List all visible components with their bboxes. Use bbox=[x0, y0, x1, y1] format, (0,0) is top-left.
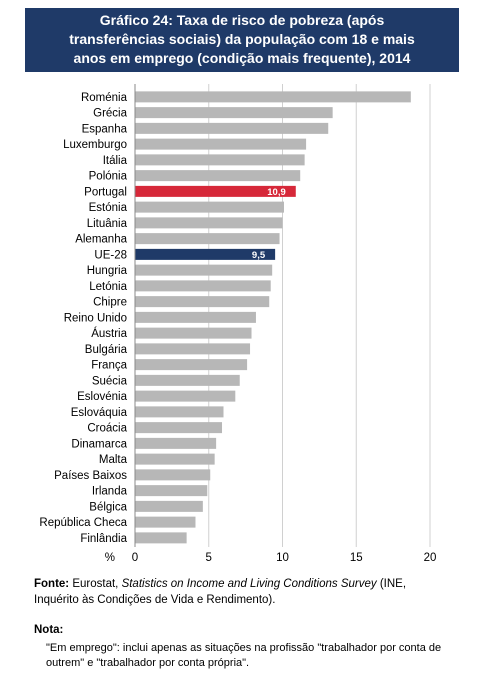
data-label-10: 9,5 bbox=[252, 250, 266, 261]
bar-4 bbox=[135, 154, 305, 166]
category-label-3: Luxemburgo bbox=[63, 139, 127, 151]
bar-22 bbox=[135, 437, 217, 449]
bar-1 bbox=[135, 107, 333, 119]
bar-3 bbox=[135, 138, 307, 150]
bar-23 bbox=[135, 453, 215, 465]
source-label: Fonte: bbox=[34, 578, 70, 590]
chart-title-line-2: transferências sociais) da população com… bbox=[69, 31, 415, 47]
note-title: Nota: bbox=[34, 624, 64, 636]
bar-11 bbox=[135, 264, 273, 276]
category-label-8: Lituânia bbox=[87, 218, 128, 230]
bar-7 bbox=[135, 201, 284, 213]
source-text-after: (INE, Inquérito às Condições de Vida e R… bbox=[34, 578, 407, 606]
bar-8 bbox=[135, 217, 283, 229]
bar-15 bbox=[135, 327, 252, 339]
source-note: Fonte: Eurostat, Statistics on Income an… bbox=[34, 576, 450, 608]
category-label-0: Roménia bbox=[81, 92, 128, 104]
category-label-28: Finlândia bbox=[80, 533, 127, 545]
source-text-before: Eurostat, bbox=[69, 578, 122, 590]
category-label-16: Bulgária bbox=[85, 344, 128, 356]
bar-6 bbox=[135, 185, 296, 197]
category-label-15: Áustria bbox=[91, 327, 127, 340]
category-label-11: Hungria bbox=[87, 265, 128, 277]
bar-5 bbox=[135, 170, 301, 182]
category-label-10: UE-28 bbox=[94, 249, 127, 261]
category-label-23: Malta bbox=[99, 454, 128, 466]
bar-24 bbox=[135, 469, 211, 481]
category-label-19: Eslovénia bbox=[77, 391, 127, 403]
category-label-17: França bbox=[91, 360, 127, 372]
bar-10 bbox=[135, 248, 276, 260]
category-label-26: Bélgica bbox=[89, 501, 127, 513]
category-label-1: Grécia bbox=[93, 108, 127, 120]
bar-12 bbox=[135, 280, 271, 292]
category-label-21: Croácia bbox=[87, 423, 127, 435]
x-tick-label-2: 10 bbox=[276, 552, 289, 564]
category-label-2: Espanha bbox=[82, 123, 128, 135]
source-survey-name: Statistics on Income and Living Conditio… bbox=[121, 578, 377, 590]
category-label-9: Alemanha bbox=[75, 234, 127, 246]
bar-19 bbox=[135, 390, 236, 402]
x-tick-label-0: 0 bbox=[132, 552, 138, 564]
category-label-24: Países Baixos bbox=[54, 470, 127, 482]
bar-9 bbox=[135, 233, 280, 245]
bar-26 bbox=[135, 500, 203, 512]
x-axis-unit-label: % bbox=[105, 552, 115, 564]
category-label-20: Eslováquia bbox=[71, 407, 128, 419]
category-label-7: Estónia bbox=[89, 202, 128, 214]
bar-17 bbox=[135, 359, 248, 371]
x-tick-label-4: 20 bbox=[424, 552, 437, 564]
category-label-12: Letónia bbox=[89, 281, 127, 293]
chart-title-line-1: Gráfico 24: Taxa de risco de pobreza (ap… bbox=[99, 12, 385, 28]
data-label-6: 10,9 bbox=[267, 187, 286, 198]
category-label-22: Dinamarca bbox=[71, 438, 127, 450]
category-label-27: República Checa bbox=[39, 517, 127, 529]
bar-28 bbox=[135, 532, 187, 544]
bar-14 bbox=[135, 311, 256, 323]
category-label-18: Suécia bbox=[92, 375, 128, 387]
chart-title-line-3: anos em emprego (condição mais frequente… bbox=[73, 50, 411, 66]
bar-13 bbox=[135, 296, 270, 308]
bar-2 bbox=[135, 122, 329, 134]
bar-20 bbox=[135, 406, 224, 418]
bar-27 bbox=[135, 516, 196, 528]
bar-16 bbox=[135, 343, 251, 355]
x-tick-label-1: 5 bbox=[206, 552, 212, 564]
category-label-25: Irlanda bbox=[92, 486, 128, 498]
category-label-6: Portugal bbox=[84, 186, 127, 198]
category-label-5: Polónia bbox=[89, 171, 128, 183]
note-text: "Em emprego": inclui apenas as situações… bbox=[46, 642, 442, 669]
chart-title: Gráfico 24: Taxa de risco de pobreza (ap… bbox=[25, 8, 459, 72]
bar-18 bbox=[135, 374, 240, 386]
bar-21 bbox=[135, 422, 223, 434]
bar-25 bbox=[135, 485, 208, 497]
bar-0 bbox=[135, 91, 411, 103]
x-tick-label-3: 15 bbox=[350, 552, 363, 564]
category-label-13: Chipre bbox=[93, 297, 127, 309]
category-label-14: Reino Unido bbox=[64, 312, 127, 324]
category-label-4: Itália bbox=[103, 155, 128, 167]
bar-chart: Roménia Grécia Espanha Luxemburgo Itália Poló… bbox=[39, 84, 437, 564]
